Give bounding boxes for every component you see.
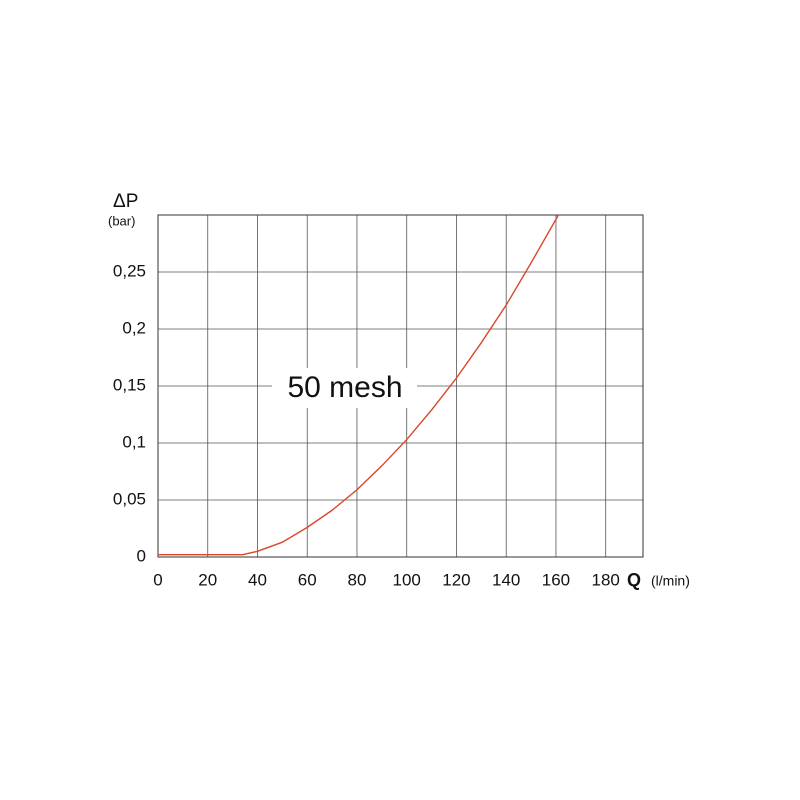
x-tick-label: 80 (348, 570, 367, 589)
y-tick-label: 0,15 (113, 375, 146, 394)
x-tick-label: 20 (198, 570, 217, 589)
y-tick-label: 0 (137, 546, 146, 565)
y-tick-label: 0,1 (122, 432, 146, 451)
y-axis-label: ΔP (113, 191, 138, 212)
y-tick-label: 0,25 (113, 261, 146, 280)
annotation-background (272, 368, 417, 408)
x-tick-label: 60 (298, 570, 317, 589)
plot-frame (157, 214, 644, 558)
x-tick-label: 40 (248, 570, 267, 589)
x-tick-label: 120 (442, 570, 470, 589)
x-tick-label: 100 (393, 570, 421, 589)
data-line (158, 214, 560, 556)
y-tick-label: 0,2 (122, 318, 146, 337)
annotation: 50 mesh (287, 371, 402, 404)
y-axis-unit: (bar) (108, 213, 135, 228)
y-tick-label: 0,05 (113, 489, 146, 508)
x-tick-label: 140 (492, 570, 520, 589)
x-axis-unit: (l/min) (651, 573, 690, 589)
x-tick-label: 160 (542, 570, 570, 589)
x-axis-label: Q (627, 570, 641, 590)
x-tick-label: 0 (153, 570, 162, 589)
x-tick-label: 180 (592, 570, 620, 589)
